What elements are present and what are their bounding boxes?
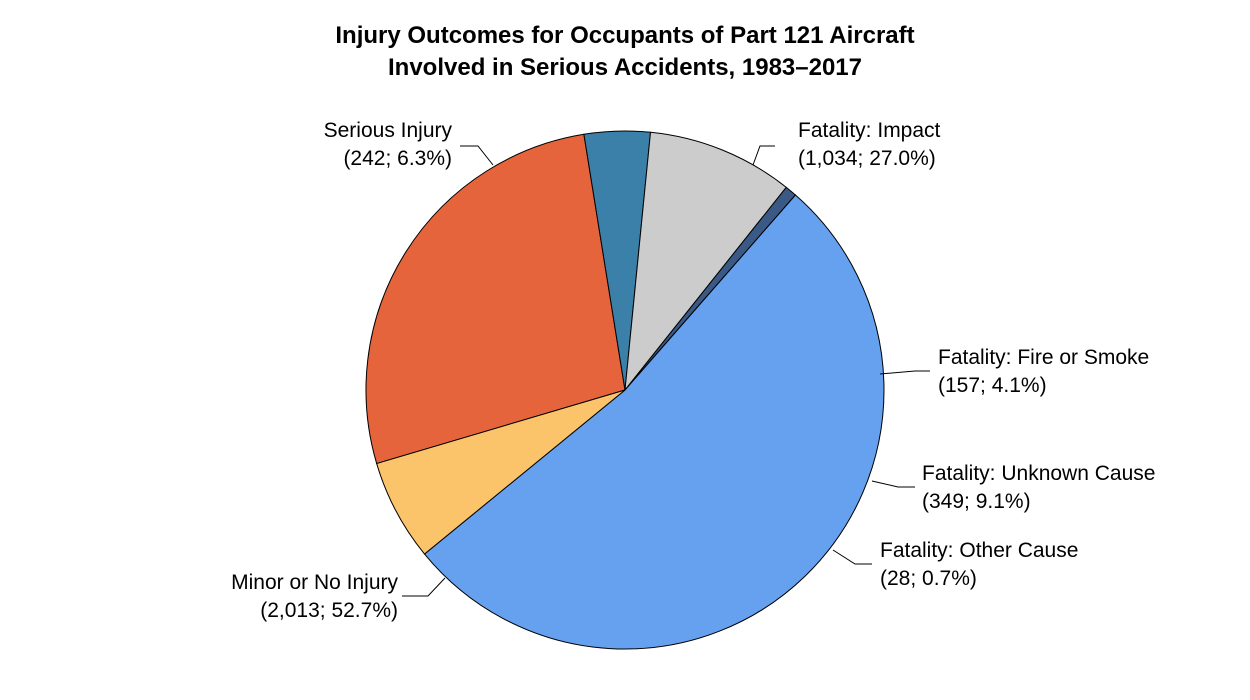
pie-slice-minor-or-no-injury xyxy=(423,194,885,650)
slice-label-fatality-fire-or-smoke: Fatality: Fire or Smoke xyxy=(938,346,1149,369)
slice-value-fatality-other-cause: (28; 0.7%) xyxy=(880,567,977,590)
slice-value-fatality-unknown-cause: (349; 9.1%) xyxy=(922,490,1031,513)
chart-title: Injury Outcomes for Occupants of Part 12… xyxy=(335,22,914,49)
leader-line-fatality-impact xyxy=(752,145,775,166)
chart-subtitle: Involved in Serious Accidents, 1983–2017 xyxy=(388,54,862,81)
pie-slice-serious-injury xyxy=(376,389,626,555)
slice-labels: Fatality: Impact (1,034; 27.0%) Fatality: … xyxy=(231,119,1155,622)
pie-slice-fatality-unknown-cause xyxy=(624,131,787,392)
slice-value-fatality-impact: (1,034; 27.0%) xyxy=(798,147,936,170)
slice-label-serious-injury: Serious Injury xyxy=(324,119,453,142)
leader-line-fatality-unknown-cause xyxy=(871,480,915,488)
slice-label-fatality-unknown-cause: Fatality: Unknown Cause xyxy=(922,462,1155,485)
slice-label-fatality-other-cause: Fatality: Other Cause xyxy=(880,539,1078,562)
slice-label-fatality-impact: Fatality: Impact xyxy=(798,119,941,142)
pie-slices xyxy=(365,130,885,650)
slice-value-fatality-fire-or-smoke: (157; 4.1%) xyxy=(938,374,1047,397)
leader-line-minor-or-no-injury xyxy=(402,577,446,597)
leader-line-fatality-other-cause xyxy=(832,549,872,565)
slice-value-minor-or-no-injury: (2,013; 52.7%) xyxy=(260,599,398,622)
slice-value-serious-injury: (242; 6.3%) xyxy=(343,147,452,170)
leader-line-serious-injury xyxy=(460,145,494,166)
leader-lines xyxy=(402,145,930,597)
slice-label-minor-or-no-injury: Minor or No Injury xyxy=(231,571,398,594)
pie-slice-fatality-impact xyxy=(365,133,626,465)
leader-line-fatality-fire-or-smoke xyxy=(879,370,930,375)
